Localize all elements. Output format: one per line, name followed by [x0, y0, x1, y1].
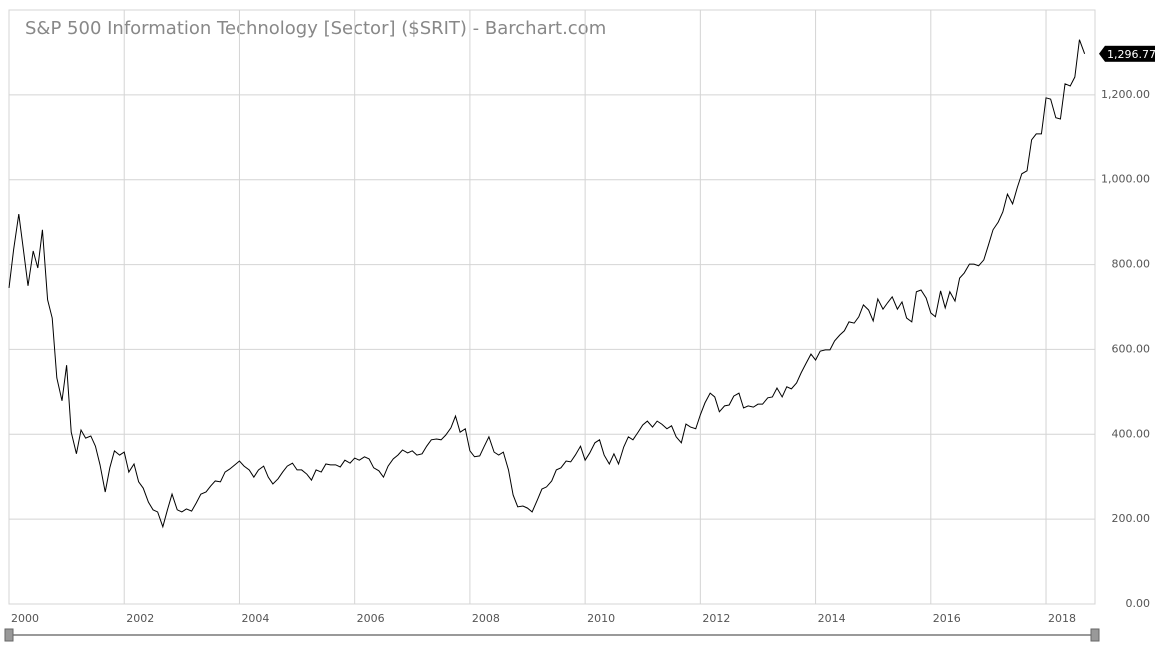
- y-tick-label: 800.00: [1112, 258, 1151, 271]
- x-tick-label: 2016: [933, 612, 961, 625]
- x-tick-label: 2006: [357, 612, 385, 625]
- last-value-marker: [1099, 45, 1105, 62]
- x-tick-label: 2010: [587, 612, 615, 625]
- x-tick-label: 2000: [11, 612, 39, 625]
- y-tick-label: 1,200.00: [1101, 88, 1150, 101]
- y-tick-label: 200.00: [1112, 512, 1151, 525]
- price-line: [8, 39, 1086, 529]
- x-tick-label: 2014: [818, 612, 846, 625]
- y-tick-label: 400.00: [1112, 427, 1151, 440]
- plot-frame: [8, 9, 1096, 605]
- y-tick-label: 0.00: [1126, 597, 1151, 610]
- y-tick-label: 1,000.00: [1101, 173, 1150, 186]
- chart-title: S&P 500 Information Technology [Sector] …: [25, 18, 606, 39]
- x-tick-label: 2004: [241, 612, 269, 625]
- scrollbar-handle-left[interactable]: [4, 628, 14, 642]
- scrollbar-handle-right[interactable]: [1090, 628, 1100, 642]
- x-tick-label: 2008: [472, 612, 500, 625]
- last-value-box: [1105, 45, 1155, 62]
- x-tick-label: 2018: [1048, 612, 1076, 625]
- x-tick-label: 2012: [702, 612, 730, 625]
- last-value-label: 1,296.77: [1107, 48, 1156, 61]
- y-tick-label: 600.00: [1112, 342, 1151, 355]
- x-tick-label: 2002: [126, 612, 154, 625]
